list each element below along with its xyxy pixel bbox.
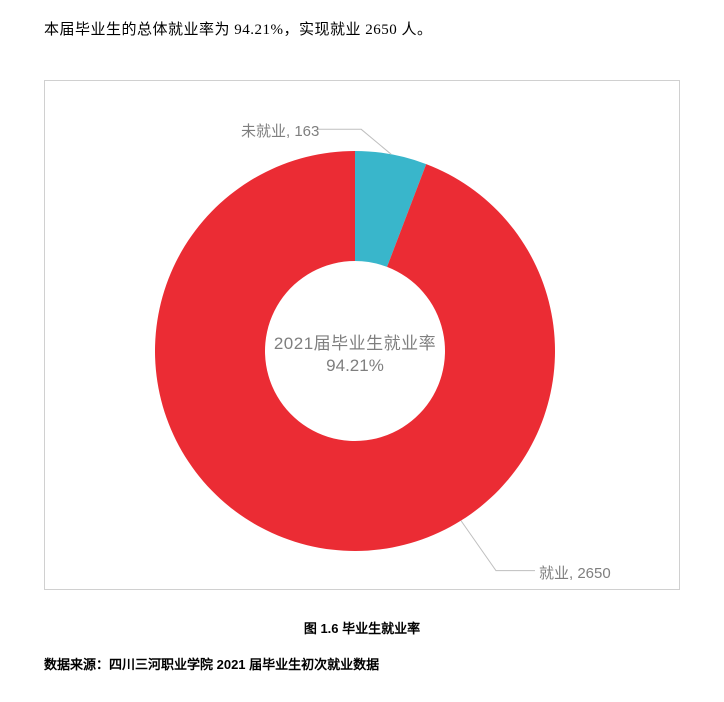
intro-text: 本届毕业生的总体就业率为 94.21%，实现就业 2650 人。 (44, 18, 433, 39)
center-label-title: 2021届毕业生就业率 (155, 329, 555, 354)
data-source: 数据来源：四川三河职业学院 2021 届毕业生初次就业数据 (44, 654, 379, 673)
slice-label-employed: 就业, 2650 (539, 562, 611, 583)
donut-chart: 2021届毕业生就业率 94.21% (155, 151, 555, 551)
donut-center-label: 2021届毕业生就业率 94.21% (155, 329, 555, 376)
chart-container: 2021届毕业生就业率 94.21% 未就业, 163 就业, 2650 (44, 80, 680, 590)
center-label-percent: 94.21% (155, 356, 555, 376)
slice-label-unemployed: 未就业, 163 (241, 120, 319, 141)
figure-caption: 图 1.6 毕业生就业率 (0, 618, 724, 637)
